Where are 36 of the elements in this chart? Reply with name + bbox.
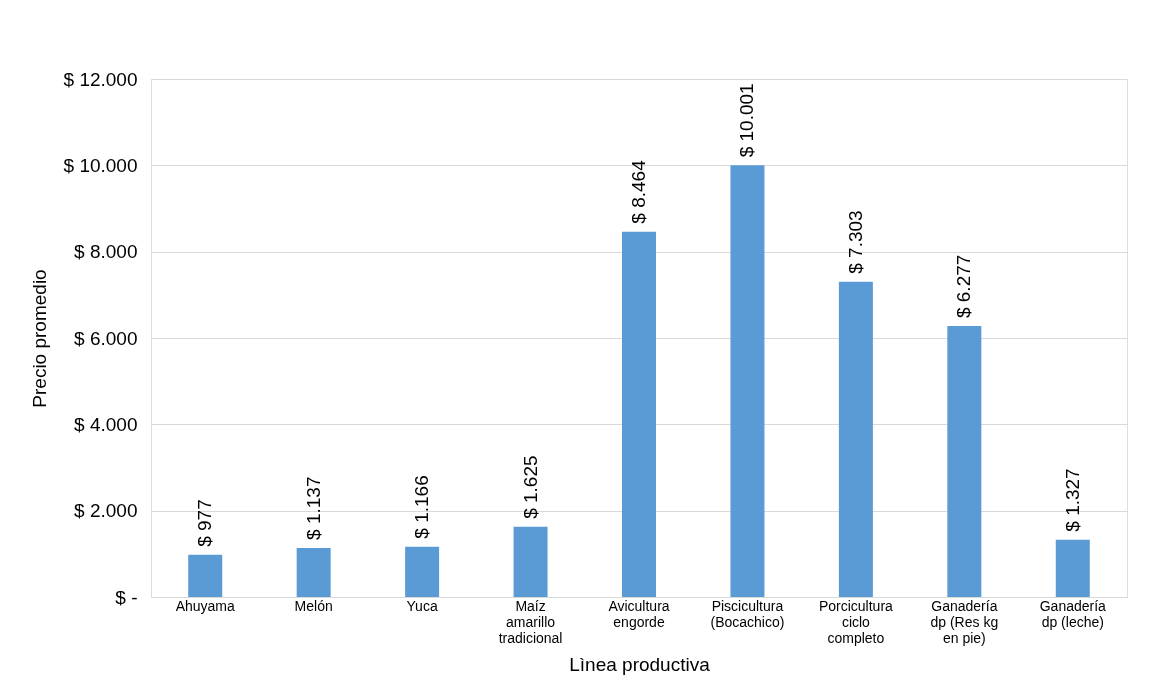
y-tick-label: $ 8.000 [74, 241, 138, 263]
bar [730, 165, 765, 597]
bar [947, 326, 982, 597]
x-axis-title: Lìnea productiva [569, 653, 711, 675]
bar [513, 526, 548, 597]
data-label: $ 1.327 [1061, 468, 1083, 532]
data-label: $ 8.464 [628, 159, 649, 224]
y-tick-label: $ - [115, 586, 138, 608]
bar [838, 281, 873, 597]
data-label: $ 7.303 [844, 210, 866, 274]
data-label: $ 1.137 [302, 476, 324, 540]
x-tick-label: Porcicultura ciclo completo [818, 597, 894, 646]
x-tick-label: Ganadería dp (Res kg en pie) [930, 597, 999, 646]
x-tick-label: Avicultura engorde [608, 597, 670, 630]
y-tick-label: $ 12.000 [63, 68, 138, 90]
x-tick-label: Ahuyama [175, 597, 235, 614]
bar [188, 554, 223, 597]
x-tick-label: Maíz amarillo tradicional [498, 597, 563, 646]
bar [405, 546, 440, 597]
bar [622, 231, 656, 597]
y-tick-label: $ 2.000 [74, 500, 138, 522]
y-tick-label: $ 4.000 [74, 413, 138, 435]
y-axis-title: Precio promedio [28, 269, 50, 408]
data-label: $ 10.001 [736, 83, 758, 158]
data-label: $ 1.625 [519, 455, 541, 519]
x-tick-label: Melón [294, 597, 333, 614]
x-tick-label: Ganadería dp (leche) [1039, 597, 1107, 630]
bar [296, 547, 331, 597]
x-tick-label: Piscicultura (Bocachico) [710, 597, 785, 630]
bar [1055, 539, 1090, 597]
data-label: $ 6.277 [953, 254, 975, 319]
data-label: $ 977 [194, 499, 216, 547]
y-tick-label: $ 10.000 [63, 154, 138, 176]
y-tick-label: $ 6.000 [74, 327, 138, 349]
x-tick-label: Yuca [406, 597, 438, 614]
data-label: $ 1.166 [411, 475, 433, 539]
